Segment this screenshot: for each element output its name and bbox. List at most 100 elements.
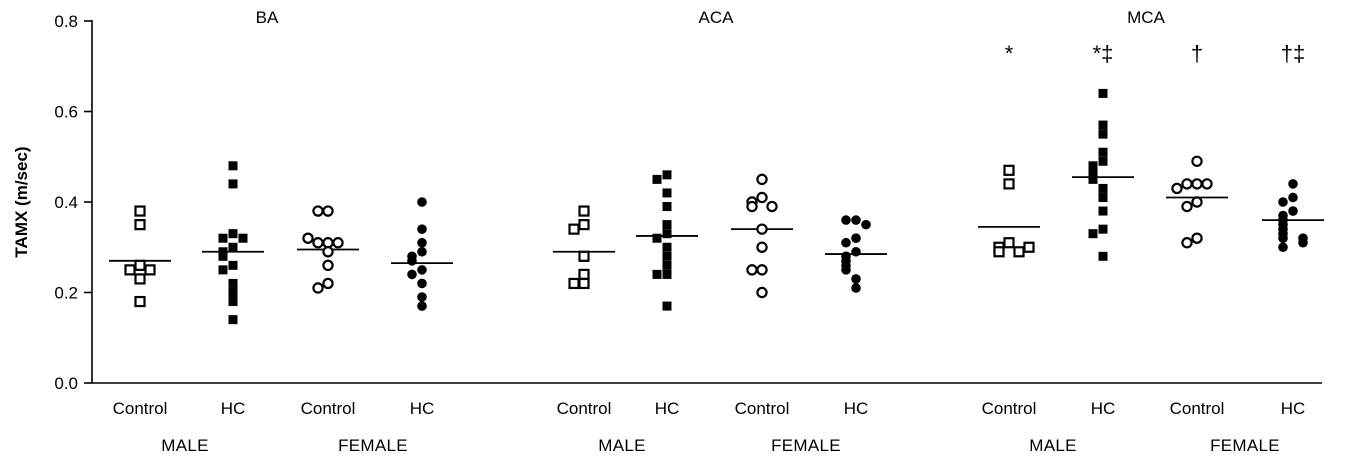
- data-point: [312, 237, 324, 249]
- data-point: [1278, 197, 1288, 207]
- data-point: [218, 247, 228, 257]
- data-point: [578, 268, 590, 280]
- data-point: [228, 278, 238, 288]
- data-point: [662, 242, 672, 252]
- y-tick-label: 0.6: [54, 103, 78, 122]
- data-point: [662, 220, 672, 230]
- data-point: [756, 286, 768, 299]
- y-tick-label: 0.4: [54, 193, 78, 212]
- data-point: [578, 205, 590, 217]
- x-tick-label: HC: [221, 399, 246, 418]
- data-point: [662, 188, 672, 198]
- data-point: [1003, 237, 1015, 249]
- data-point: [228, 288, 238, 297]
- data-point: [851, 283, 861, 293]
- data-point: [662, 229, 672, 239]
- data-point: [578, 219, 590, 231]
- y-tick-label: 0.2: [54, 284, 78, 303]
- data-point: [1088, 174, 1098, 184]
- data-point: [746, 264, 758, 276]
- data-point: [1191, 155, 1203, 167]
- data-point: [1088, 229, 1098, 239]
- data-point: [407, 256, 417, 266]
- data-point: [578, 277, 590, 290]
- data-point: [756, 191, 768, 204]
- data-point: [662, 251, 672, 261]
- data-point: [417, 301, 427, 311]
- data-point: [218, 251, 228, 261]
- data-point: [766, 200, 778, 213]
- data-point: [134, 259, 146, 271]
- data-point: [1288, 192, 1298, 203]
- data-point: [238, 233, 248, 243]
- data-point: [144, 264, 156, 276]
- x-tick-label: HC: [410, 399, 435, 418]
- data-point: [134, 205, 146, 217]
- panel-title: ACA: [699, 8, 735, 27]
- data-point: [322, 237, 334, 249]
- data-point: [302, 232, 314, 244]
- data-point: [568, 223, 580, 235]
- data-point: [1181, 178, 1193, 190]
- y-axis-label: TAMX (m/sec): [12, 146, 31, 257]
- data-point: [228, 297, 238, 307]
- data-point: [228, 229, 238, 239]
- data-point: [417, 237, 427, 248]
- data-point: [1098, 251, 1108, 261]
- data-point: [841, 265, 851, 275]
- data-point: [1298, 237, 1308, 248]
- panel-title: BA: [256, 8, 279, 27]
- data-point: [322, 259, 334, 272]
- data-point: [1191, 178, 1203, 190]
- data-point: [1003, 178, 1015, 190]
- data-point: [756, 173, 768, 186]
- data-point: [993, 246, 1005, 258]
- data-point: [851, 246, 861, 257]
- x-tick-label: Control: [982, 399, 1037, 418]
- data-point: [662, 202, 672, 212]
- data-point: [1278, 233, 1288, 243]
- data-point: [312, 205, 324, 217]
- data-point: [124, 264, 136, 276]
- x-tick-label: Control: [301, 399, 356, 418]
- data-point: [1088, 165, 1098, 175]
- x-tick-label: HC: [844, 399, 869, 418]
- x-tick-label: Control: [735, 399, 790, 418]
- data-point: [322, 205, 334, 217]
- y-tick-label: 0.8: [54, 12, 78, 31]
- data-point: [841, 215, 851, 225]
- data-point: [851, 215, 861, 225]
- data-point: [228, 260, 238, 270]
- sex-label: FEMALE: [771, 436, 841, 455]
- data-point: [662, 301, 672, 311]
- data-point: [1098, 206, 1108, 216]
- data-point: [1098, 88, 1108, 98]
- data-point: [861, 219, 871, 230]
- data-point: [1023, 241, 1035, 253]
- data-point: [134, 219, 146, 231]
- significance-annotation: †: [1191, 41, 1203, 66]
- x-tick-label: Control: [113, 399, 168, 418]
- data-point: [417, 265, 427, 275]
- data-point: [1288, 206, 1298, 216]
- data-point: [841, 237, 851, 248]
- data-point: [417, 224, 427, 234]
- sex-label: FEMALE: [1210, 436, 1280, 455]
- data-point: [652, 233, 662, 243]
- x-tick-label: HC: [655, 399, 680, 418]
- data-point: [1098, 224, 1108, 234]
- data-point: [417, 246, 427, 257]
- data-point: [1201, 178, 1213, 190]
- data-point: [662, 260, 672, 270]
- data-point: [1088, 161, 1098, 171]
- data-point: [1191, 196, 1203, 208]
- data-point: [756, 223, 768, 235]
- data-point: [322, 277, 334, 290]
- data-point: [134, 295, 146, 308]
- sex-label: FEMALE: [338, 436, 408, 455]
- sex-label: MALE: [598, 436, 646, 455]
- data-point: [312, 282, 324, 294]
- data-point: [417, 292, 427, 302]
- data-point: [1181, 237, 1193, 249]
